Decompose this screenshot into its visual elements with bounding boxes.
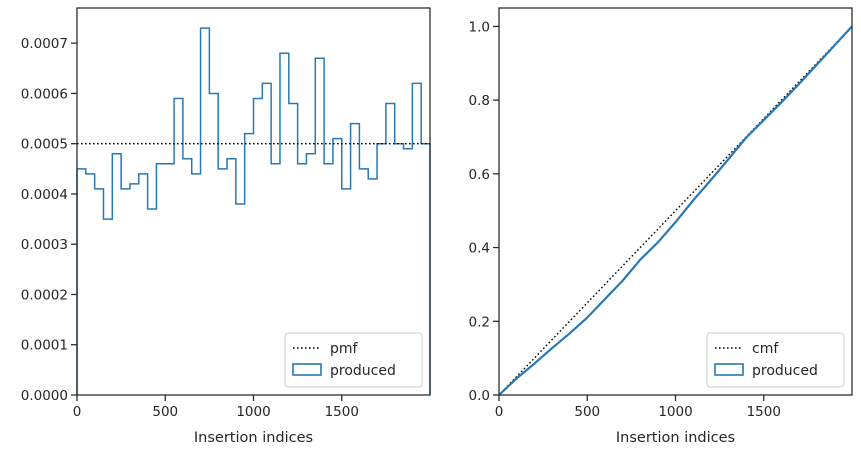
y-tick-label: 0.0002 <box>21 287 68 303</box>
y-tick-label: 0.0007 <box>21 36 68 52</box>
histogram-bar <box>254 98 263 395</box>
legend-label-reference: cmf <box>752 341 779 357</box>
produced-line <box>498 25 853 396</box>
legend: pmf produced <box>284 332 423 388</box>
histogram-step-outline <box>76 27 431 395</box>
y-tick-label: 1.0 <box>469 19 490 35</box>
legend: cmf produced <box>706 332 845 388</box>
legend-label-produced: produced <box>752 363 818 379</box>
y-tick-label: 0.2 <box>469 314 490 330</box>
y-tick-label: 0.8 <box>469 93 490 109</box>
y-tick-label: 0.4 <box>469 241 490 257</box>
legend-produced-swatch <box>714 363 744 376</box>
y-tick-label: 0.0 <box>469 388 490 404</box>
histogram-bar <box>183 159 192 395</box>
x-tick-label: 1000 <box>658 404 692 420</box>
histogram-bar <box>112 154 121 395</box>
x-tick-label: 0 <box>495 404 504 420</box>
histogram-bar <box>95 189 104 395</box>
legend-box <box>284 332 423 388</box>
y-tick-label: 0.6 <box>469 167 490 183</box>
histogram-panel: 0 500 1000 1500 0.0000 0.0001 0.0002 0.0003 0.00… <box>21 7 431 446</box>
y-tick-label: 0.0005 <box>21 137 68 153</box>
legend-label-reference: pmf <box>330 341 359 357</box>
histogram-bar <box>165 164 174 395</box>
histogram-bar <box>245 134 254 395</box>
y-tick-label: 0.0000 <box>21 388 68 404</box>
y-tick-label: 0.0004 <box>21 187 68 203</box>
histogram-bar <box>156 164 165 395</box>
histogram-bar <box>139 174 148 395</box>
histogram-bar <box>174 98 183 395</box>
histogram-bar <box>271 164 280 395</box>
histogram-bar <box>209 93 218 395</box>
histogram-bar <box>262 83 271 395</box>
x-tick-label: 500 <box>574 404 600 420</box>
x-axis-label: Insertion indices <box>194 430 313 446</box>
y-tick-label: 0.0003 <box>21 237 68 253</box>
y-tick-label: 0.0001 <box>21 338 68 354</box>
histogram-bar <box>148 209 157 395</box>
histogram-bar <box>130 184 139 395</box>
x-axis-label: Insertion indices <box>616 430 735 446</box>
histogram-bar <box>77 169 86 395</box>
x-tick-label: 500 <box>152 404 178 420</box>
legend-produced-swatch <box>292 363 322 376</box>
legend-box <box>706 332 845 388</box>
histogram-bar <box>86 174 95 395</box>
x-tick-label: 1500 <box>325 404 359 420</box>
histogram-bar <box>201 28 210 395</box>
x-tick-label: 0 <box>73 404 82 420</box>
cumulative-panel: 0 500 1000 1500 0.0 0.2 0.4 0.6 0.8 1.0 Insertion … <box>469 7 853 446</box>
histogram-bar <box>121 189 130 395</box>
histogram-bar <box>192 174 201 395</box>
legend-label-produced: produced <box>330 363 396 379</box>
histogram-bar <box>227 159 236 395</box>
cmf-line <box>498 25 853 396</box>
histogram-bar <box>218 169 227 395</box>
y-tick-label: 0.0006 <box>21 86 68 102</box>
histogram-bar <box>236 204 245 395</box>
x-tick-label: 1000 <box>236 404 270 420</box>
histogram-bar <box>103 219 112 395</box>
x-tick-label: 1500 <box>747 404 781 420</box>
